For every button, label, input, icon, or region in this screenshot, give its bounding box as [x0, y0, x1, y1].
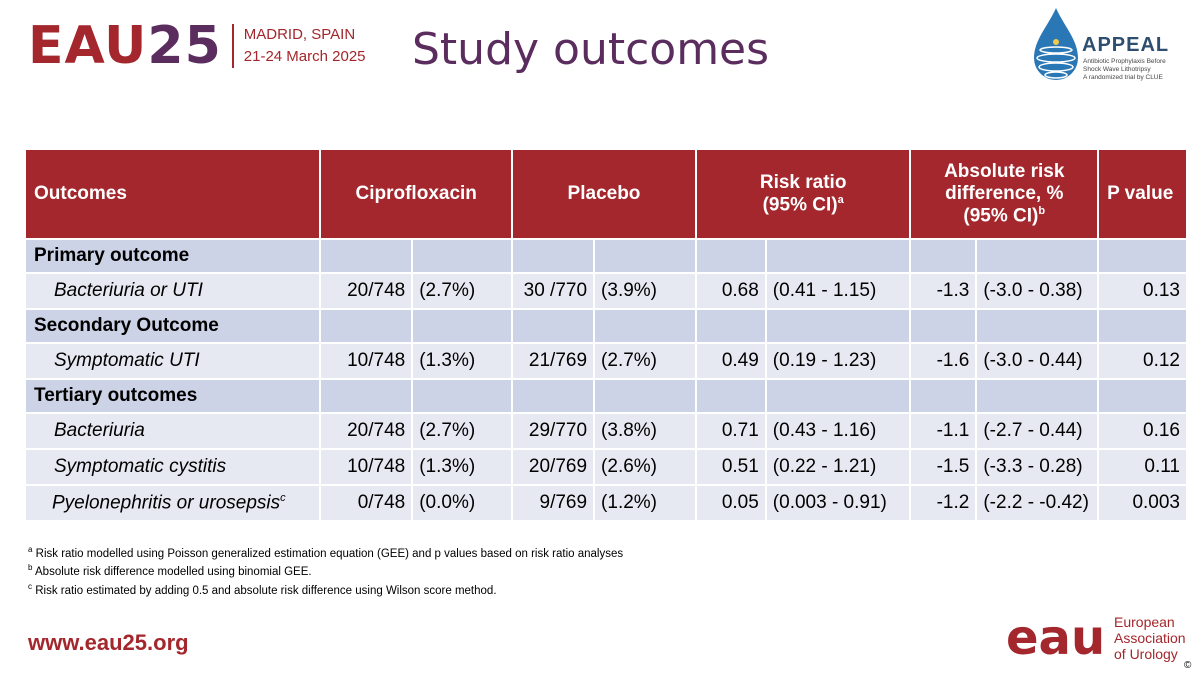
appeal-logo: APPEAL Antibiotic Prophylaxis Before Sho…	[1028, 6, 1188, 96]
footnotes: a Risk ratio modelled using Poisson gene…	[28, 543, 623, 598]
header-p-value: P value	[1097, 148, 1188, 240]
header-absolute-risk-difference: Absolute risk difference, % (95% CI)b	[909, 148, 1100, 240]
table-row: Bacteriuria or UTI 20/748 (2.7%) 30 /770…	[23, 272, 1188, 310]
appeal-subtitle: Antibiotic Prophylaxis Before Shock Wave…	[1083, 58, 1166, 81]
website-link[interactable]: www.eau25.org	[28, 630, 189, 655]
eau-logo-icon: eau	[1006, 610, 1105, 664]
appeal-name: APPEAL	[1082, 34, 1170, 56]
congress-dates: 21-24 March 2025	[243, 48, 366, 65]
header-ciprofloxacin: Ciprofloxacin	[319, 148, 514, 240]
table-row: Pyelonephritis or urosepsisc 0/748 (0.0%…	[23, 484, 1188, 522]
table-row: Symptomatic cystitis 10/748 (1.3%) 20/76…	[23, 448, 1188, 486]
header-outcomes: Outcomes	[23, 148, 322, 240]
logo-divider	[231, 24, 234, 68]
section-row-secondary: Secondary Outcome	[23, 308, 1188, 344]
header-risk-ratio: Risk ratio (95% CI)a	[694, 148, 912, 240]
eau-association-name: European Association of Urology	[1114, 614, 1186, 662]
table-header-row: Outcomes Ciprofloxacin Placebo Risk rati…	[23, 148, 1188, 240]
water-drop-icon	[1034, 8, 1078, 80]
slide-title: Study outcomes	[412, 24, 770, 75]
svg-text:eau: eau	[1006, 610, 1105, 664]
table-row: Bacteriuria 20/748 (2.7%) 29/770 (3.8%) …	[23, 412, 1188, 450]
congress-location: MADRID, SPAIN	[243, 26, 356, 43]
section-row-primary: Primary outcome	[23, 238, 1188, 274]
header-placebo: Placebo	[511, 148, 697, 240]
eau25-logo: EAU25 MADRID, SPAIN 21-24 March 2025	[28, 20, 366, 72]
footnote-a: a Risk ratio modelled using Poisson gene…	[28, 545, 624, 560]
congress-info: MADRID, SPAIN 21-24 March 2025	[244, 24, 366, 68]
outcomes-table: Outcomes Ciprofloxacin Placebo Risk rati…	[23, 148, 1188, 522]
table-row: Symptomatic UTI 10/748 (1.3%) 21/769 (2.…	[23, 342, 1188, 380]
section-row-tertiary: Tertiary outcomes	[23, 378, 1188, 414]
footnote-b: b Absolute risk difference modelled usin…	[28, 563, 312, 579]
copyright-mark: ©	[1184, 660, 1192, 671]
footnote-c: c Risk ratio estimated by adding 0.5 and…	[28, 581, 497, 597]
eau25-logo-text: EAU25	[28, 16, 222, 76]
